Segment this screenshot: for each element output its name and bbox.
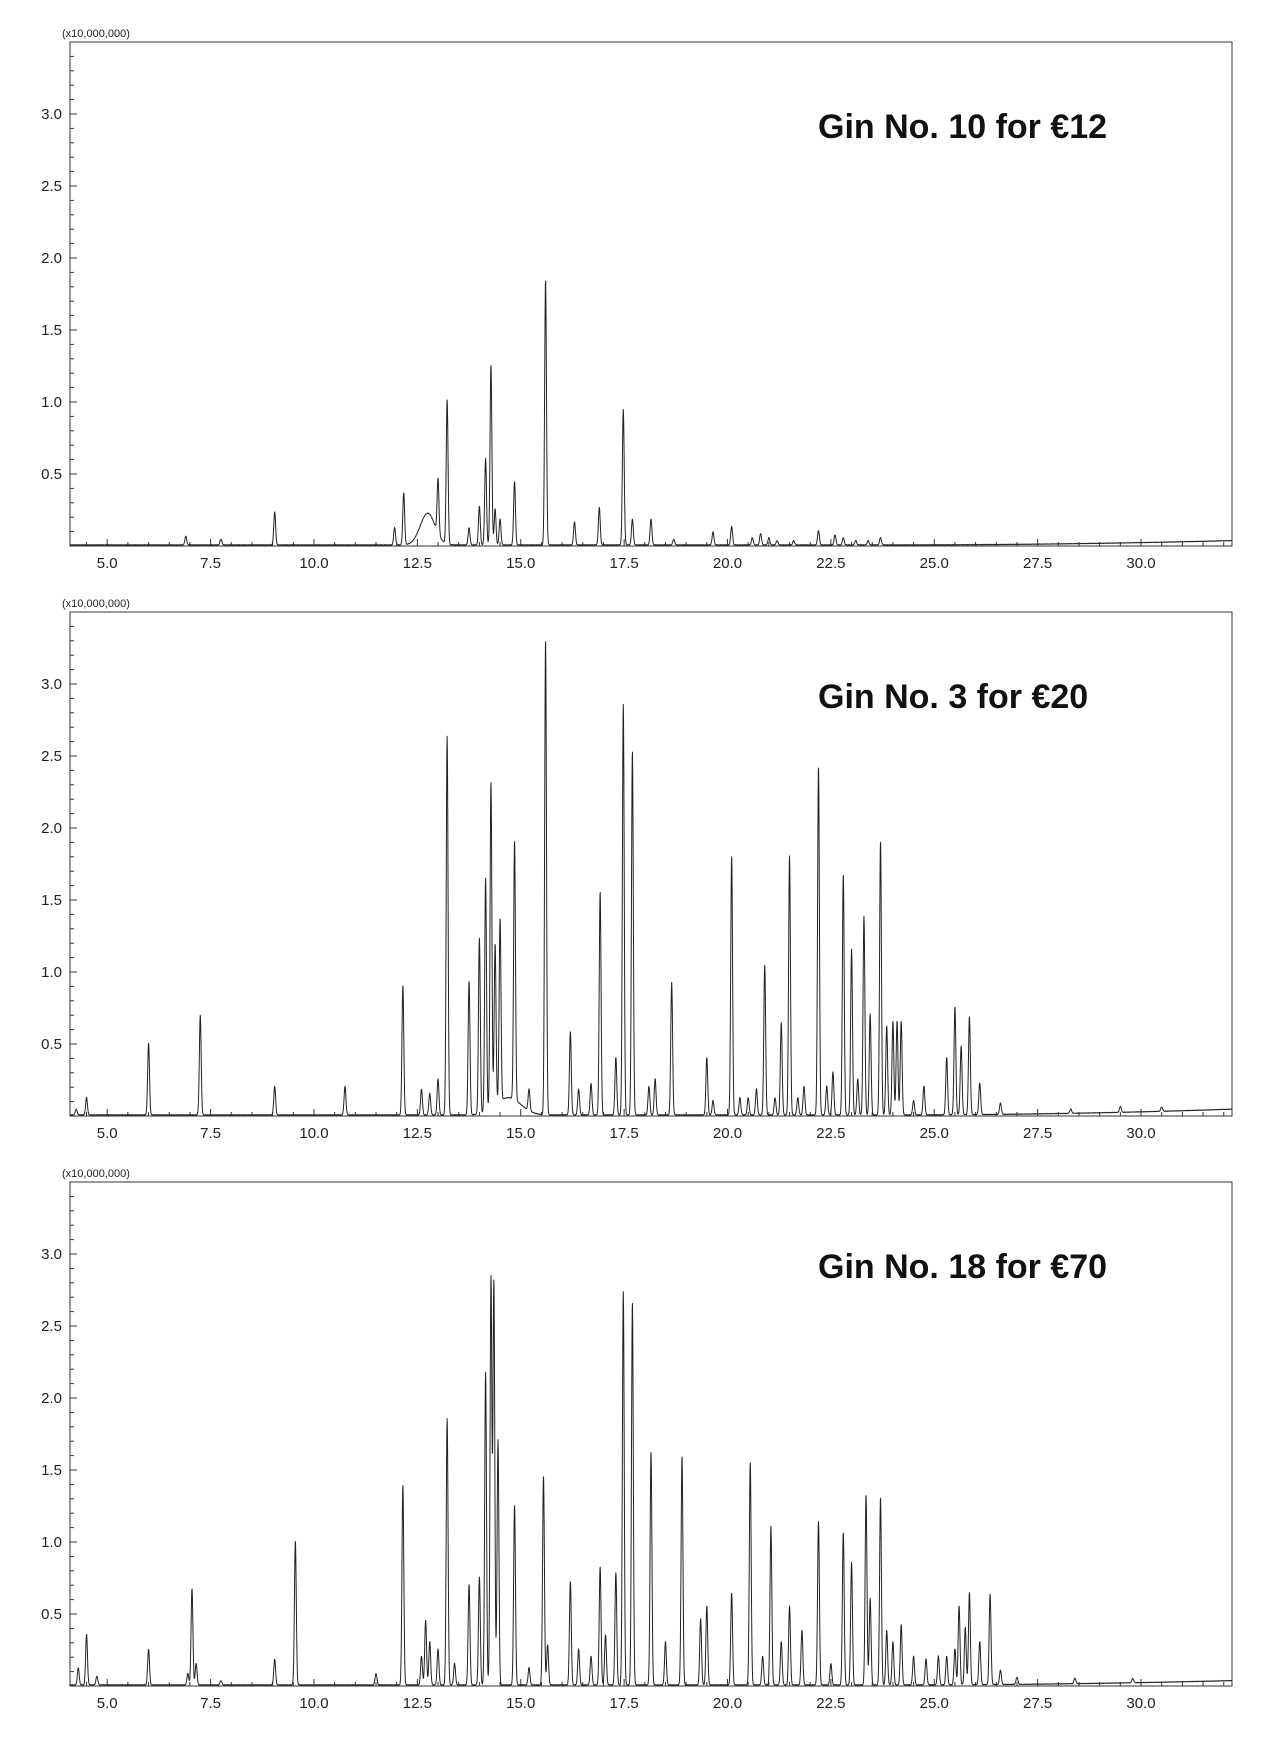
plot-frame [69,611,1233,1117]
x-tick-label: 12.5 [403,555,432,572]
y-tick-label: 2.5 [41,1318,62,1335]
x-tick-label: 10.0 [299,1695,328,1712]
x-tick-label: 5.0 [97,1695,118,1712]
x-tick-label: 7.5 [200,1695,221,1712]
x-tick-label: 17.5 [610,1125,639,1142]
x-tick-label: 10.0 [299,555,328,572]
y-tick-label: 0.5 [41,1036,62,1053]
y-tick-label: 2.5 [41,178,62,195]
y-tick-label: 2.0 [41,1390,62,1407]
x-tick-label: 27.5 [1023,555,1052,572]
x-tick-label: 7.5 [200,1125,221,1142]
x-tick-label: 27.5 [1023,1695,1052,1712]
chromatogram-trace [69,280,1233,546]
x-tick-label: 20.0 [713,555,742,572]
chromatogram-trace [69,641,1233,1116]
x-tick-label: 25.0 [920,1125,949,1142]
y-tick-label: 1.0 [41,964,62,981]
y-tick-label: 3.0 [41,1246,62,1263]
chart-panel-1: (x10,000,000) 0.5 1.0 1.5 2.0 2.5 3.0 5.0 7.5 10.… [41,28,1233,572]
y-tick-label: 1.0 [41,394,62,411]
x-tick-label: 27.5 [1023,1125,1052,1142]
y-multiplier-label: (x10,000,000) [62,598,130,610]
x-tick-label: 15.0 [506,1125,535,1142]
y-multiplier-label: (x10,000,000) [62,28,130,40]
chart-panel-3: (x10,000,000) 0.5 1.0 1.5 2.0 2.5 3.0 5.0 7.5 10.… [41,1168,1233,1712]
x-tick-label: 5.0 [97,555,118,572]
x-tick-label: 17.5 [610,1695,639,1712]
x-tick-label: 22.5 [816,555,845,572]
y-tick-label: 1.5 [41,892,62,909]
y-multiplier-label: (x10,000,000) [62,1168,130,1180]
x-tick-label: 15.0 [506,1695,535,1712]
y-tick-label: 3.0 [41,106,62,123]
y-tick-label: 1.5 [41,322,62,339]
x-tick-label: 20.0 [713,1125,742,1142]
x-tick-label: 30.0 [1126,1695,1155,1712]
plot-frame [69,1181,1233,1687]
x-tick-label: 17.5 [610,555,639,572]
x-tick-label: 30.0 [1126,555,1155,572]
y-tick-label: 2.0 [41,250,62,267]
x-tick-label: 12.5 [403,1695,432,1712]
y-tick-label: 0.5 [41,1606,62,1623]
x-tick-label: 15.0 [506,555,535,572]
y-tick-label: 0.5 [41,466,62,483]
y-tick-label: 3.0 [41,676,62,693]
chart-panel-2: (x10,000,000) 0.5 1.0 1.5 2.0 2.5 3.0 5.0 7.5 10.… [41,598,1233,1142]
x-tick-label: 22.5 [816,1125,845,1142]
y-tick-label: 2.5 [41,748,62,765]
x-tick-label: 25.0 [920,1695,949,1712]
x-tick-label: 12.5 [403,1125,432,1142]
y-tick-label: 1.0 [41,1534,62,1551]
x-tick-label: 20.0 [713,1695,742,1712]
x-tick-label: 22.5 [816,1695,845,1712]
x-tick-label: 5.0 [97,1125,118,1142]
x-tick-label: 10.0 [299,1125,328,1142]
y-tick-label: 2.0 [41,820,62,837]
x-tick-label: 25.0 [920,555,949,572]
x-tick-label: 30.0 [1126,1125,1155,1142]
chromatogram-trace [69,1275,1233,1686]
chart-panels: (x10,000,000) 0.5 1.0 1.5 2.0 2.5 3.0 5.0 7.5 10.… [41,28,1233,1712]
panel-title: Gin No. 18 for €70 [818,1248,1107,1286]
y-tick-label: 1.5 [41,1462,62,1479]
panel-title: Gin No. 10 for €12 [818,108,1107,146]
plot-frame [69,41,1233,547]
panel-title: Gin No. 3 for €20 [818,678,1088,716]
x-tick-label: 7.5 [200,555,221,572]
